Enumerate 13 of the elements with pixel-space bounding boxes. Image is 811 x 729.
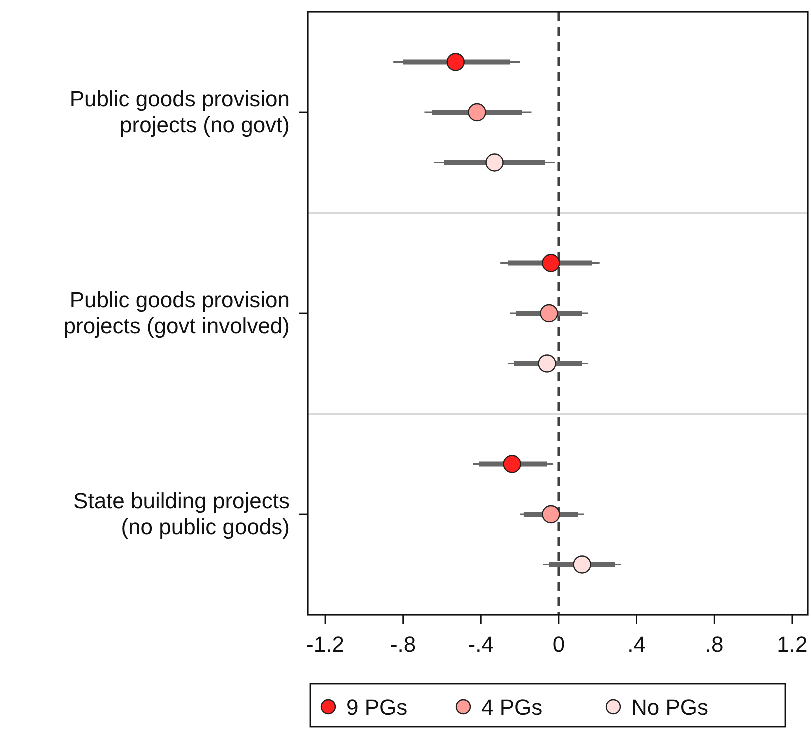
x-tick-label: 1.2 (777, 632, 808, 657)
y-tick-label: State building projects (no public goods) (74, 488, 290, 540)
legend-label: 9 PGs (346, 695, 408, 720)
x-tick-label: 0 (552, 632, 566, 657)
x-tick-label: .8 (705, 632, 724, 657)
x-tick-label: -.8 (390, 632, 416, 657)
legend-label: 4 PGs (482, 695, 543, 720)
legend-label: No PGs (632, 695, 709, 720)
x-tick-label: .4 (628, 632, 646, 657)
y-tick-label: Public goods provision projects (govt involved) (64, 288, 290, 338)
x-tick-label: -1.2 (306, 632, 344, 657)
y-tick-label: Public goods provision projects (no govt) (70, 86, 290, 138)
x-tick-label: -.4 (468, 632, 494, 657)
